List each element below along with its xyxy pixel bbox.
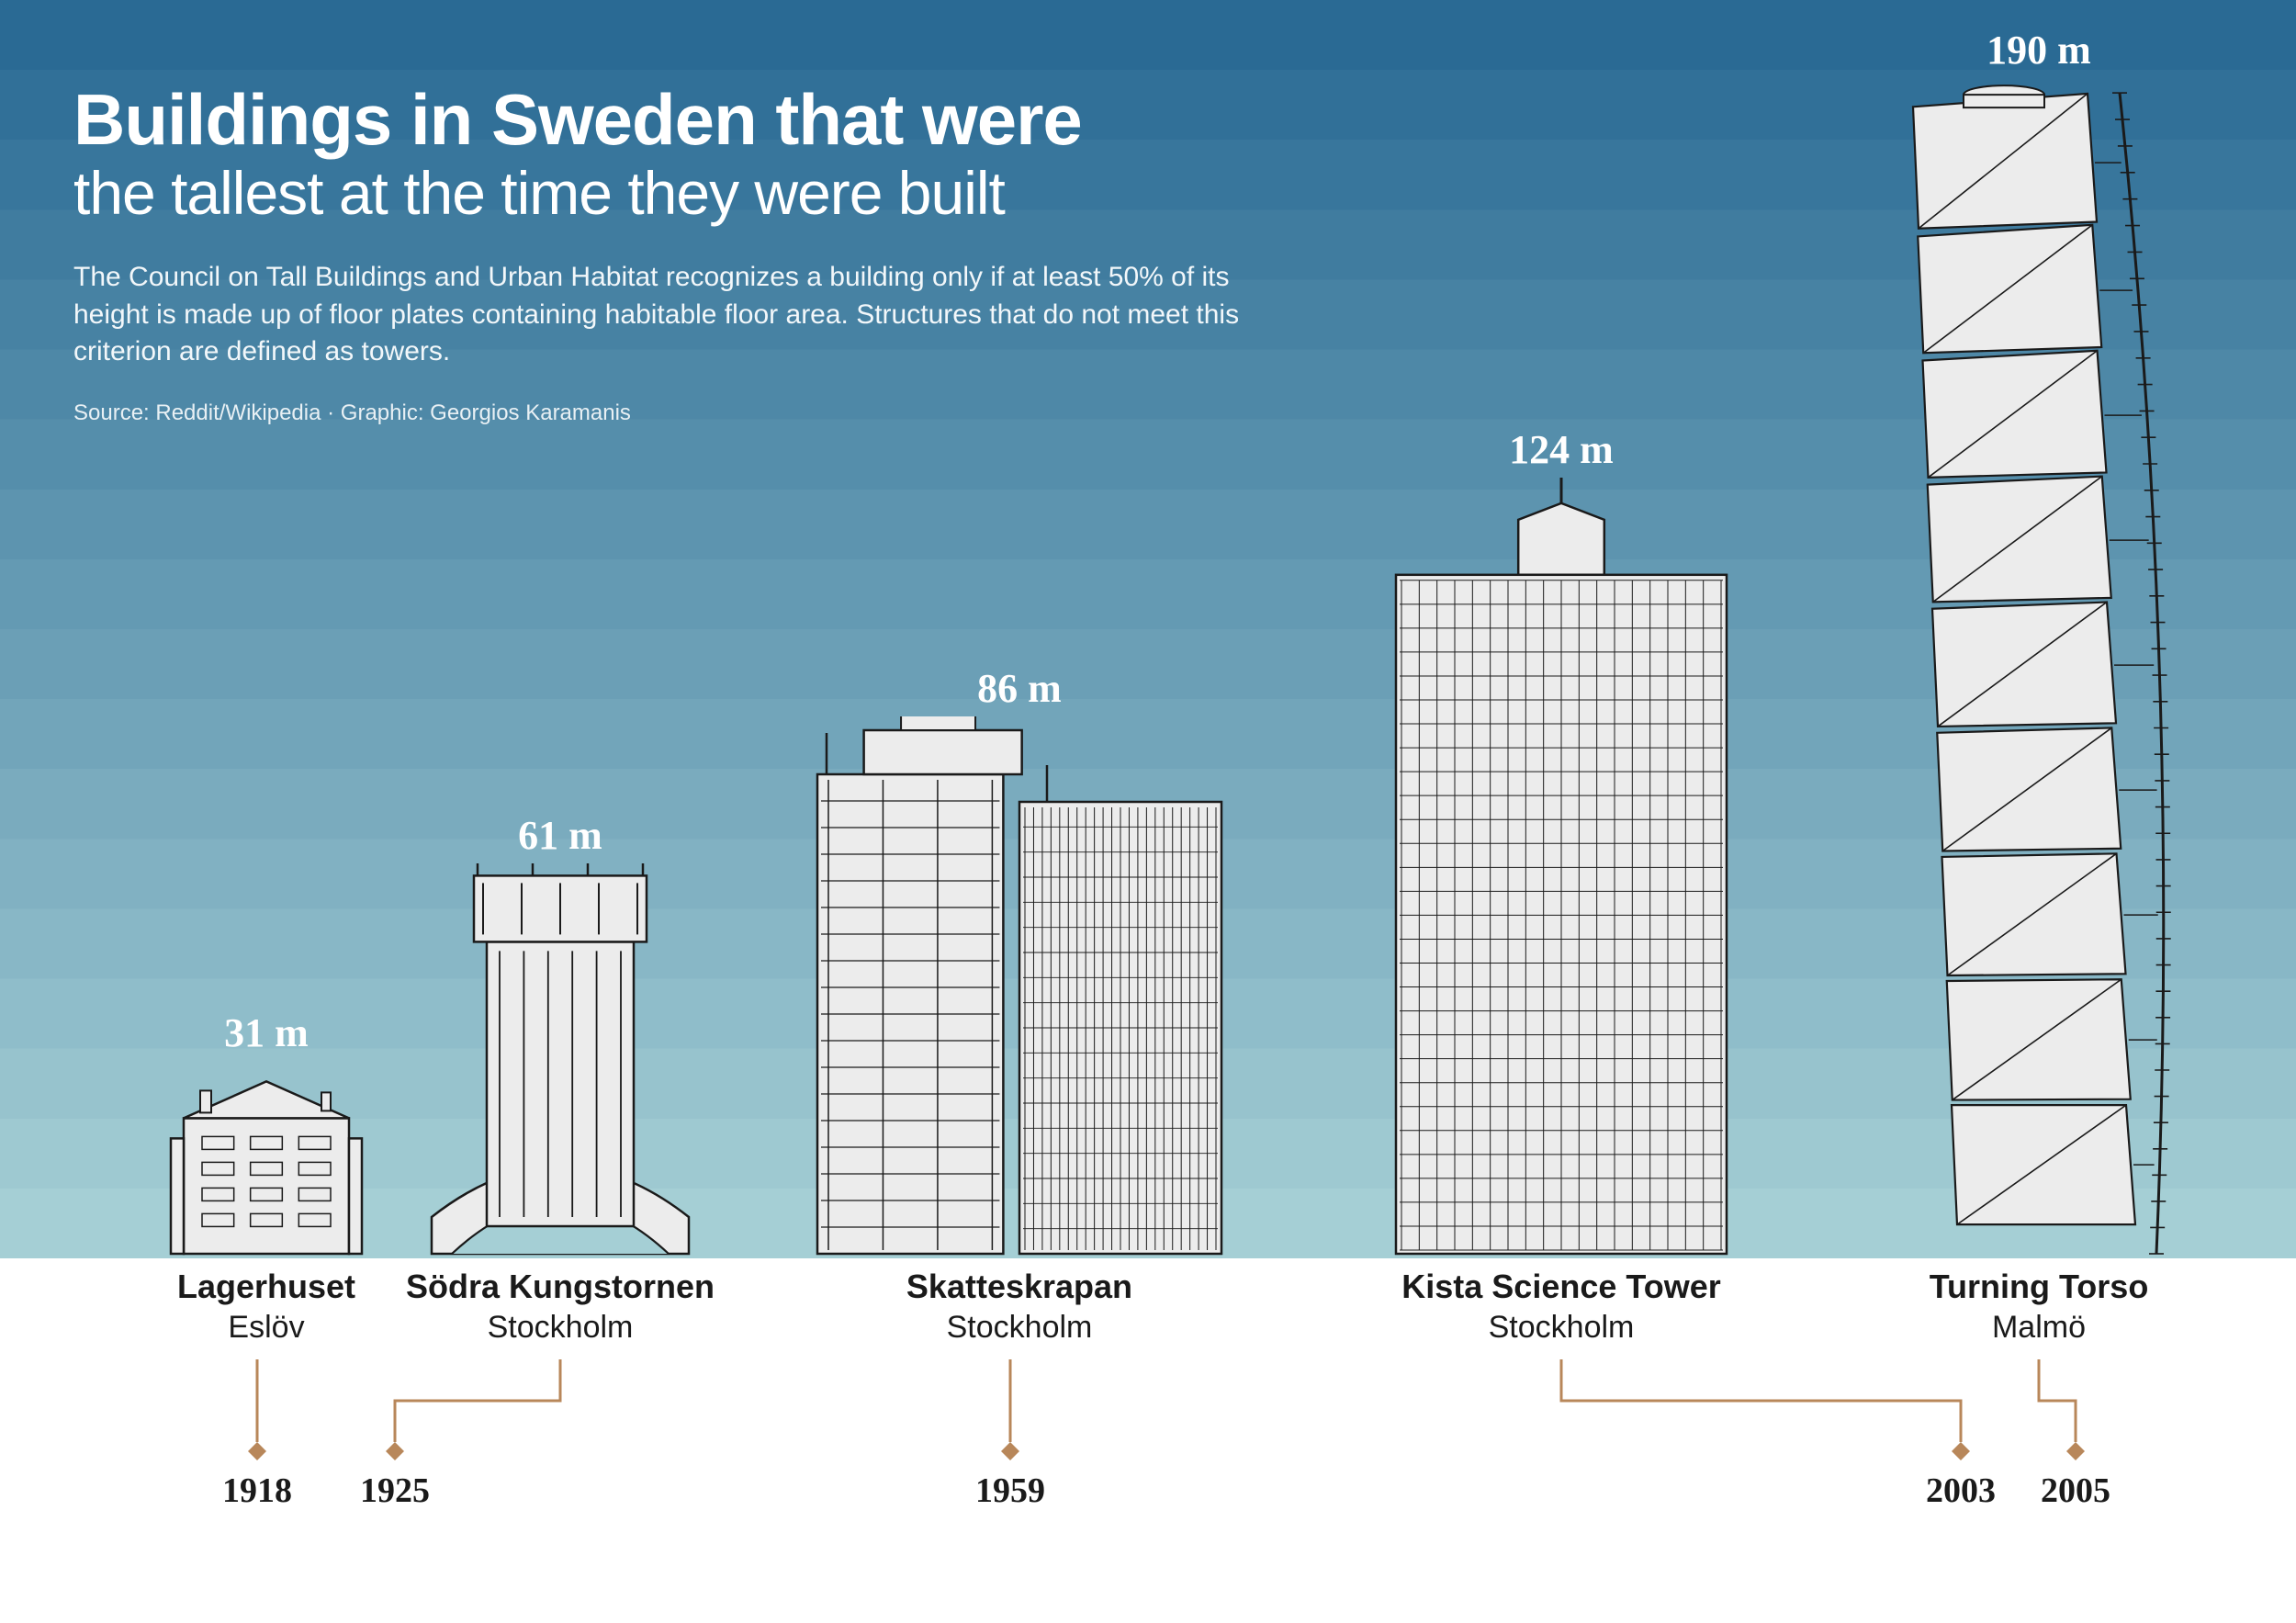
building-name: Lagerhuset: [147, 1268, 386, 1306]
timeline-connector: [1561, 1359, 1961, 1442]
building-city: Stockholm: [1350, 1310, 1773, 1346]
infographic-canvas: Buildings in Sweden that were the talles…: [0, 0, 2296, 1623]
building-illustration: [1350, 478, 1773, 1258]
building-city: Stockholm: [395, 1310, 726, 1346]
building-illustration: [799, 716, 1240, 1258]
building-city: Stockholm: [799, 1310, 1240, 1346]
building-label: Turning Torso Malmö: [1855, 1268, 2223, 1346]
building-illustration: [1855, 78, 2223, 1258]
year-label: 1959: [975, 1471, 1045, 1510]
timeline-diamond: [1001, 1442, 1019, 1460]
height-label: 124 m: [1350, 426, 1773, 473]
timeline-diamond: [2066, 1442, 2085, 1460]
timeline-diamond: [1952, 1442, 1970, 1460]
timeline-connector: [395, 1359, 560, 1442]
building-illustration: [147, 1061, 386, 1258]
height-label: 190 m: [1855, 27, 2223, 73]
building-name: Skatteskrapan: [799, 1268, 1240, 1306]
timeline-diamond: [248, 1442, 266, 1460]
building-kista: 124 m: [1350, 381, 1773, 1258]
year-label: 2003: [1926, 1471, 1996, 1510]
building-name: Södra Kungstornen: [395, 1268, 726, 1306]
year-label: 1925: [360, 1471, 430, 1510]
building-torso: 190 m: [1855, 0, 2223, 1258]
building-illustration: [395, 863, 726, 1258]
building-label: Lagerhuset Eslöv: [147, 1268, 386, 1346]
building-label: Kista Science Tower Stockholm: [1350, 1268, 1773, 1346]
building-skatteskrapan: 86 m: [799, 620, 1240, 1258]
timeline-connector: [2039, 1359, 2076, 1442]
building-label: Skatteskrapan Stockholm: [799, 1268, 1240, 1346]
height-label: 31 m: [147, 1009, 386, 1056]
year-label: 2005: [2041, 1471, 2110, 1510]
building-name: Kista Science Tower: [1350, 1268, 1773, 1306]
timeline-diamond: [386, 1442, 404, 1460]
timeline: 1918 1925 1959 2003 2005: [0, 1359, 2296, 1617]
building-label: Södra Kungstornen Stockholm: [395, 1268, 726, 1346]
height-label: 86 m: [799, 665, 1240, 712]
building-city: Malmö: [1855, 1310, 2223, 1346]
year-label: 1918: [222, 1471, 292, 1510]
building-lagerhuset: 31 m: [147, 952, 386, 1258]
building-sodra: 61 m: [395, 767, 726, 1258]
building-name: Turning Torso: [1855, 1268, 2223, 1306]
buildings-row: 31 m 61 m 86 m 124 m 190 m: [0, 0, 2296, 1258]
height-label: 61 m: [395, 812, 726, 859]
building-city: Eslöv: [147, 1310, 386, 1346]
